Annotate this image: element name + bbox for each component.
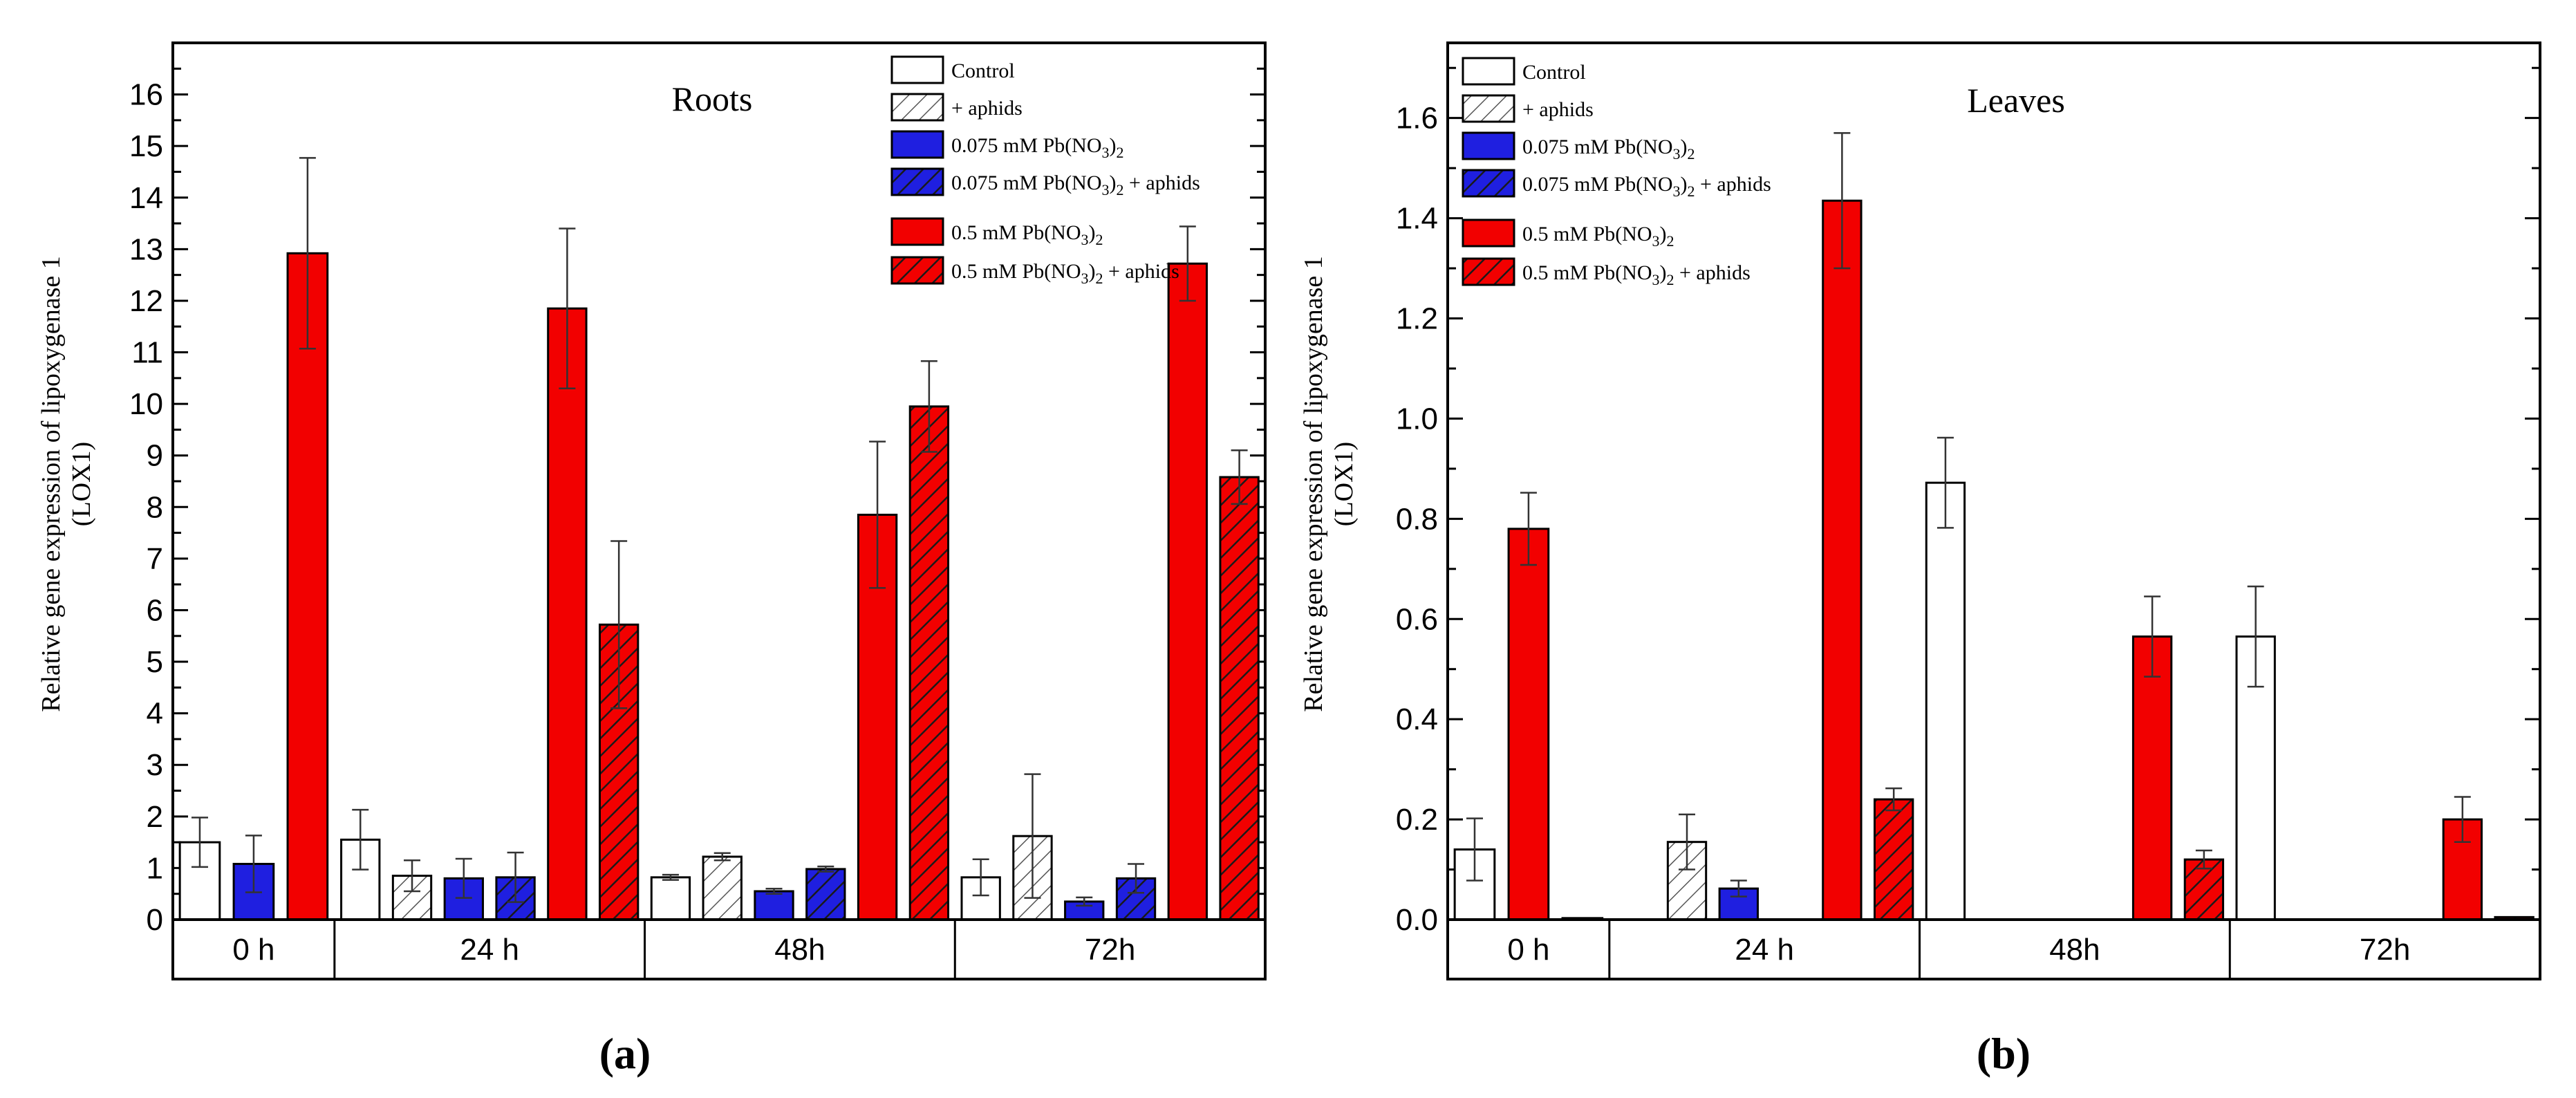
roots-y-tick-label: 9	[147, 439, 163, 473]
leaves-legend-label: 0.5 mM Pb(NO3)2	[1522, 223, 1674, 250]
leaves-category-label: 48h	[2049, 933, 2100, 967]
roots-y-tick-label: 6	[147, 593, 163, 627]
leaves-y-tick-label: 1.0	[1396, 402, 1438, 436]
leaves-legend-swatch	[1462, 218, 1515, 248]
roots-legend-label: + aphids	[951, 97, 1023, 120]
roots-y-label-line1: Relative gene expression of lipoxygenase…	[37, 256, 66, 712]
roots-bar	[908, 405, 950, 921]
roots-y-tick-label: 13	[129, 232, 163, 266]
roots-bar	[754, 890, 794, 921]
roots-legend-label: 0.075 mM Pb(NO3)2	[951, 134, 1124, 161]
roots-legend-swatch	[890, 130, 944, 159]
roots-legend-label: 0.5 mM Pb(NO3)2 + aphids	[951, 260, 1179, 287]
leaves-y-axis: 0.0 0.2 0.4 0.6 0.8 1.0 1.2 1.4 1.6	[1396, 66, 2540, 937]
roots-bar	[805, 868, 846, 921]
roots-y-label-line2: (LOX1)	[67, 442, 96, 526]
roots-bar	[650, 876, 691, 921]
leaves-chart-panel: 0.0 0.2 0.4 0.6 0.8 1.0 1.2 1.4 1.6 Leaves Relat…	[1299, 41, 2541, 980]
roots-y-tick-label: 5	[147, 645, 163, 679]
roots-legend-swatch	[890, 55, 944, 84]
roots-y-tick-label: 3	[147, 748, 163, 782]
leaves-bar	[1925, 481, 1966, 921]
leaves-legend-label: + aphids	[1522, 98, 1594, 121]
leaves-legend-label: 0.075 mM Pb(NO3)2 + aphids	[1522, 173, 1771, 200]
roots-legend-label: Control	[951, 59, 1015, 82]
roots-legend-label: 0.5 mM Pb(NO3)2	[951, 221, 1103, 248]
leaves-category-label: 24 h	[1735, 933, 1794, 967]
roots-bar	[1219, 476, 1260, 921]
leaves-legend-swatch	[1462, 131, 1515, 160]
leaves-category-axis: 0 h 24 h 48h 72h	[1446, 918, 2541, 980]
roots-category-label: 48h	[774, 933, 825, 967]
roots-y-tick-label: 7	[147, 542, 163, 576]
roots-legend-swatch	[890, 217, 944, 246]
leaves-y-tick-label: 0.4	[1396, 702, 1438, 736]
roots-category-label: 24 h	[460, 933, 519, 967]
roots-legend-swatch	[890, 256, 944, 285]
leaves-category-label: 72h	[2360, 933, 2410, 967]
leaves-category-label: 0 h	[1507, 933, 1549, 967]
roots-category-label: 0 h	[232, 933, 274, 967]
roots-y-tick-label: 11	[131, 336, 163, 370]
leaves-y-tick-label: 1.6	[1396, 102, 1438, 136]
roots-y-tick-label: 1	[147, 851, 163, 885]
leaves-y-axis-label: Relative gene expression of lipoxygenase…	[1299, 256, 1359, 712]
panel-b-label: (b)	[1977, 1029, 2031, 1078]
leaves-legend-label: Control	[1522, 61, 1586, 84]
roots-legend-swatch	[890, 167, 944, 196]
roots-y-axis-label: Relative gene expression of lipoxygenase…	[37, 256, 96, 712]
leaves-legend-swatch	[1462, 57, 1515, 86]
leaves-bars	[1453, 199, 2535, 921]
leaves-legend-swatch	[1462, 257, 1515, 286]
roots-y-tick-label: 14	[129, 181, 163, 215]
leaves-chart-title: Leaves	[1967, 81, 2065, 120]
roots-bar	[1167, 262, 1208, 921]
leaves-y-tick-label: 0.2	[1396, 803, 1438, 837]
roots-bar	[286, 252, 329, 921]
roots-y-tick-label: 15	[129, 129, 163, 163]
roots-y-tick-label: 0	[147, 903, 163, 937]
roots-chart-title: Roots	[672, 80, 753, 118]
leaves-bar	[1822, 199, 1863, 921]
roots-category-label: 72h	[1085, 933, 1135, 967]
leaves-category-box	[1446, 918, 2541, 980]
leaves-y-label-line2: (LOX1)	[1329, 442, 1359, 526]
leaves-legend-swatch	[1462, 169, 1515, 198]
panel-a-label: (a)	[599, 1029, 651, 1078]
leaves-legend-swatch	[1462, 94, 1515, 123]
leaves-bar	[1507, 528, 1550, 921]
roots-bar	[702, 855, 743, 921]
roots-legend: Control + aphids 0.075 mM Pb(NO3)2 0.075 mM…	[890, 55, 1200, 287]
leaves-legend-label: 0.075 mM Pb(NO3)2	[1522, 136, 1695, 162]
roots-y-tick-label: 16	[129, 78, 163, 112]
roots-y-tick-label: 12	[129, 284, 163, 318]
roots-legend-swatch	[890, 93, 944, 122]
leaves-y-tick-label: 1.2	[1396, 302, 1438, 336]
leaves-y-tick-label: 0.0	[1396, 903, 1438, 937]
roots-y-tick-label: 10	[129, 387, 163, 421]
roots-legend-label: 0.075 mM Pb(NO3)2 + aphids	[951, 171, 1200, 198]
leaves-y-tick-label: 0.6	[1396, 602, 1438, 636]
roots-y-tick-label: 8	[147, 490, 163, 524]
roots-bars	[178, 252, 1260, 921]
roots-bar	[547, 307, 588, 921]
leaves-bar	[1873, 798, 1914, 921]
roots-category-box	[171, 918, 1267, 980]
leaves-y-label-line1: Relative gene expression of lipoxygenase…	[1299, 256, 1328, 712]
roots-error-bars	[191, 157, 1248, 907]
leaves-error-bars	[1466, 132, 2471, 897]
roots-category-axis: 0 h 24 h 48h 72h	[171, 918, 1267, 980]
roots-y-tick-label: 2	[147, 800, 163, 834]
roots-y-tick-label: 4	[147, 697, 163, 731]
leaves-legend: Control + aphids 0.075 mM Pb(NO3)2 0.075 mM…	[1462, 57, 1771, 288]
leaves-legend-label: 0.5 mM Pb(NO3)2 + aphids	[1522, 261, 1751, 288]
leaves-y-tick-label: 1.4	[1396, 202, 1438, 236]
leaves-y-tick-label: 0.8	[1396, 502, 1438, 536]
leaves-bar	[2131, 635, 2173, 921]
